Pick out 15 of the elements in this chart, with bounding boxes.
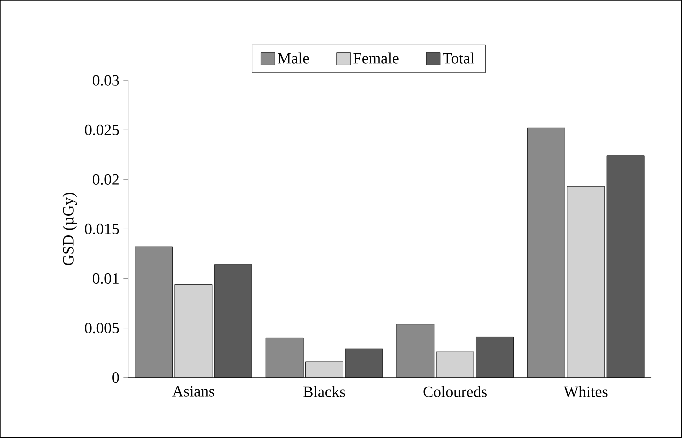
- y-tick-label: 0: [112, 372, 120, 383]
- y-tick-label: 0.03: [92, 75, 120, 86]
- legend-label: Total: [443, 52, 475, 64]
- y-tick-label: 0.015: [85, 224, 120, 234]
- x-tick-label: Blacks: [304, 386, 346, 398]
- y-tick-label: 0.01: [92, 273, 119, 284]
- y-axis-title: GSD (µGy): [62, 192, 78, 266]
- y-tick-label: 0.005: [85, 322, 120, 334]
- legend-label: Female: [354, 52, 399, 64]
- y-tick-label: 0.025: [85, 124, 120, 136]
- x-tick-label: Asians: [172, 386, 214, 397]
- legend-label: Male: [278, 52, 310, 64]
- x-tick-label: Coloureds: [424, 386, 487, 398]
- y-tick-label: 0.02: [92, 174, 119, 185]
- x-tick-label: Whites: [564, 386, 608, 398]
